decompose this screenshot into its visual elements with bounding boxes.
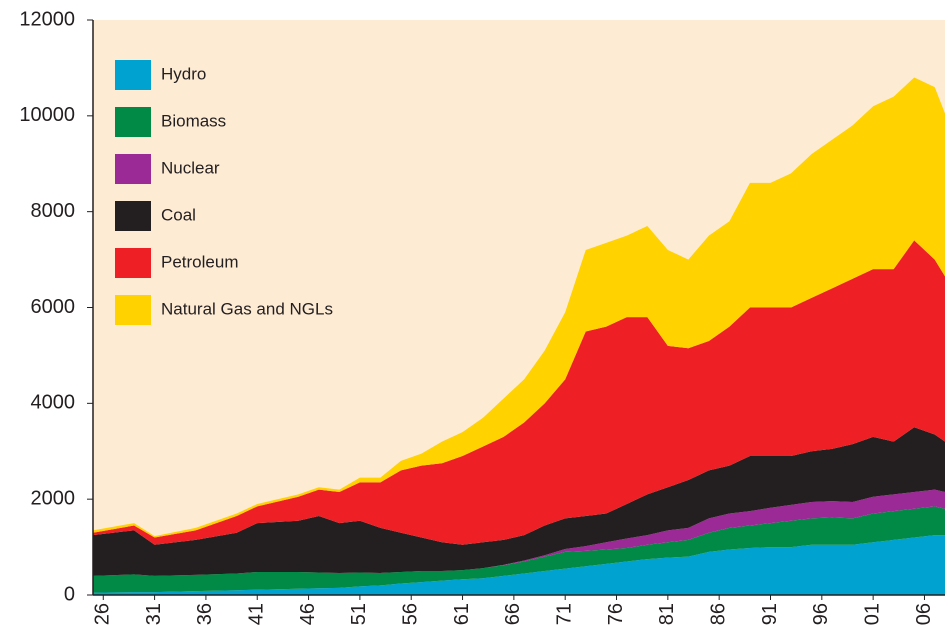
legend-label: Nuclear <box>161 158 220 177</box>
x-tick-label: 1981 <box>656 603 678 625</box>
x-tick-label: 1971 <box>553 603 575 625</box>
x-tick-label: 1941 <box>246 603 268 625</box>
area <box>93 506 945 593</box>
legend-swatch <box>115 248 151 278</box>
x-tick-label: 2006 <box>913 603 935 625</box>
x-tick-label: 1956 <box>399 603 421 625</box>
legend-swatch <box>115 107 151 137</box>
y-tick-label: 12000 <box>19 8 75 30</box>
legend-label: Biomass <box>161 111 226 130</box>
x-tick-label: 1986 <box>707 603 729 625</box>
x-tick-label: 1976 <box>605 603 627 625</box>
legend-swatch <box>115 295 151 325</box>
y-tick-label: 6000 <box>31 296 76 318</box>
legend-label: Natural Gas and NGLs <box>161 299 333 318</box>
area <box>93 240 945 545</box>
y-tick-label: 4000 <box>31 392 76 414</box>
x-tick-label: 1966 <box>502 603 524 625</box>
area <box>93 535 945 595</box>
x-tick-label: 1931 <box>143 603 165 625</box>
x-tick-label: 1936 <box>194 603 216 625</box>
legend-label: Petroleum <box>161 252 238 271</box>
y-tick-label: 2000 <box>31 487 76 509</box>
x-tick-label: 1996 <box>810 603 832 625</box>
x-tick-label: 2001 <box>861 603 883 625</box>
x-tick-label: 1946 <box>297 603 319 625</box>
area <box>93 77 945 538</box>
legend-swatch <box>115 201 151 231</box>
x-tick-label: 1926 <box>92 603 114 625</box>
legend-label: Coal <box>161 205 196 224</box>
y-tick-label: 0 <box>64 583 75 605</box>
x-tick-label: 1951 <box>348 603 370 625</box>
x-tick-label: 1991 <box>759 603 781 625</box>
legend-swatch <box>115 154 151 184</box>
y-tick-label: 8000 <box>31 200 76 222</box>
area <box>93 427 945 576</box>
legend-label: Hydro <box>161 64 206 83</box>
y-tick-label: 10000 <box>19 104 75 126</box>
x-tick-label: 1961 <box>451 603 473 625</box>
legend-swatch <box>115 60 151 90</box>
